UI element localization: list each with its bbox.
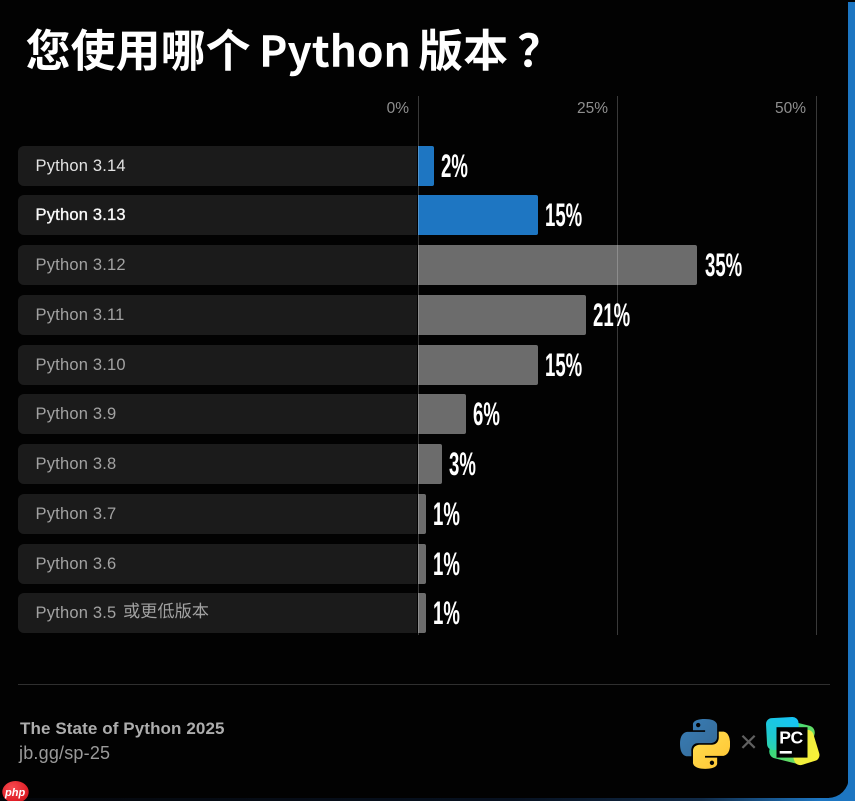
svg-text:PC: PC — [779, 727, 803, 747]
svg-text:php: php — [4, 787, 25, 799]
